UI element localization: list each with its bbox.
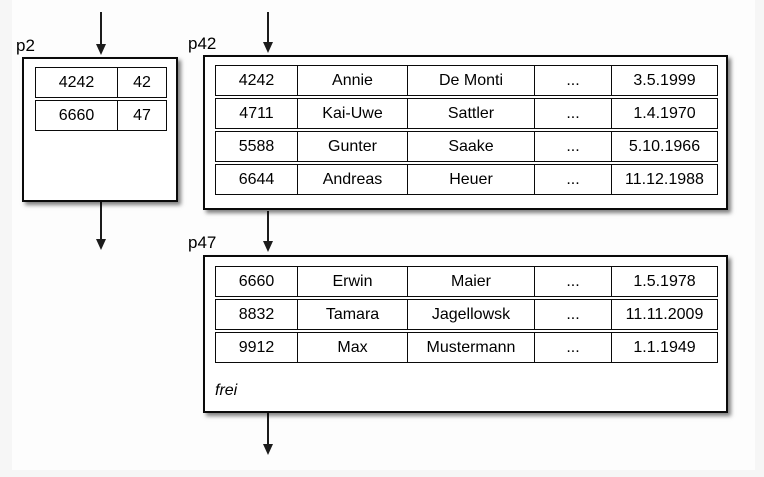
id-cell: 4242 bbox=[216, 66, 298, 95]
canvas-edge-left bbox=[0, 0, 12, 477]
date-cell: 1.1.1949 bbox=[633, 338, 696, 356]
pointer-cell: 42 bbox=[133, 73, 151, 91]
arrow-out-of-p2 bbox=[95, 202, 106, 250]
arrowhead-down-icon bbox=[95, 44, 106, 55]
pointer-cell: 47 bbox=[133, 106, 151, 124]
record-table-p47: 6660 Erwin Maier ... 1.5.1978 8832 Tamar… bbox=[215, 266, 718, 365]
index-row: 4242 42 bbox=[35, 67, 167, 98]
firstname-cell: Kai-Uwe bbox=[298, 99, 408, 128]
arrow-p42-to-p47 bbox=[262, 211, 273, 252]
arrow-out-of-p47 bbox=[262, 413, 273, 455]
page-label-p47: p47 bbox=[188, 233, 217, 252]
key-cell: 4242 bbox=[36, 68, 118, 97]
id-cell: 5588 bbox=[216, 132, 298, 161]
lastname-cell: Heuer bbox=[408, 165, 535, 194]
record-row: 9912 Max Mustermann ... 1.1.1949 bbox=[215, 332, 718, 363]
canvas-edge-right bbox=[755, 0, 764, 477]
arrow-into-p2 bbox=[95, 12, 106, 55]
arrow-shaft bbox=[99, 12, 102, 44]
ellipsis-cell: ... bbox=[535, 165, 612, 194]
firstname-cell: Annie bbox=[298, 66, 408, 95]
key-cell: 6660 bbox=[36, 101, 118, 130]
arrow-shaft bbox=[266, 413, 269, 444]
ellipsis-cell: ... bbox=[535, 66, 612, 95]
id-cell: 6644 bbox=[216, 165, 298, 194]
record-row: 5588 Gunter Saake ... 5.10.1966 bbox=[215, 131, 718, 162]
canvas-edge-bottom bbox=[0, 470, 764, 477]
ellipsis-cell: ... bbox=[535, 300, 612, 329]
arrowhead-down-icon bbox=[262, 444, 273, 455]
page-box-p2: 4242 42 6660 47 bbox=[22, 57, 178, 202]
lastname-cell: Sattler bbox=[408, 99, 535, 128]
date-cell: 5.10.1966 bbox=[628, 137, 701, 155]
id-cell: 8832 bbox=[216, 300, 298, 329]
id-cell: 9912 bbox=[216, 333, 298, 362]
record-row: 4711 Kai-Uwe Sattler ... 1.4.1970 bbox=[215, 98, 718, 129]
date-cell: 11.12.1988 bbox=[625, 170, 704, 188]
page-label-p42: p42 bbox=[188, 34, 217, 53]
firstname-cell: Tamara bbox=[298, 300, 408, 329]
arrow-shaft bbox=[266, 211, 269, 241]
date-cell: 1.5.1978 bbox=[633, 272, 696, 290]
record-row: 6644 Andreas Heuer ... 11.12.1988 bbox=[215, 164, 718, 195]
record-table-p42: 4242 Annie De Monti ... 3.5.1999 4711 Ka… bbox=[215, 65, 718, 197]
arrow-into-p42 bbox=[262, 12, 273, 53]
page-box-p47: 6660 Erwin Maier ... 1.5.1978 8832 Tamar… bbox=[203, 255, 728, 413]
lastname-cell: Saake bbox=[408, 132, 535, 161]
lastname-cell: De Monti bbox=[408, 66, 535, 95]
ellipsis-cell: ... bbox=[535, 99, 612, 128]
arrow-shaft bbox=[266, 12, 269, 42]
index-table-p2: 4242 42 6660 47 bbox=[35, 67, 167, 133]
lastname-cell: Jagellowsk bbox=[408, 300, 535, 329]
ellipsis-cell: ... bbox=[535, 267, 612, 296]
firstname-cell: Andreas bbox=[298, 165, 408, 194]
index-row: 6660 47 bbox=[35, 100, 167, 131]
id-cell: 6660 bbox=[216, 267, 298, 296]
arrowhead-down-icon bbox=[262, 42, 273, 53]
date-cell: 11.11.2009 bbox=[625, 305, 704, 323]
arrowhead-down-icon bbox=[262, 241, 273, 252]
lastname-cell: Maier bbox=[408, 267, 535, 296]
page-label-p2: p2 bbox=[16, 36, 35, 55]
firstname-cell: Max bbox=[298, 333, 408, 362]
firstname-cell: Erwin bbox=[298, 267, 408, 296]
arrow-shaft bbox=[99, 202, 102, 239]
record-row: 4242 Annie De Monti ... 3.5.1999 bbox=[215, 65, 718, 96]
ellipsis-cell: ... bbox=[535, 132, 612, 161]
arrowhead-down-icon bbox=[95, 239, 106, 250]
page-box-p42: 4242 Annie De Monti ... 3.5.1999 4711 Ka… bbox=[203, 55, 728, 210]
free-space-label: frei bbox=[215, 382, 238, 399]
lastname-cell: Mustermann bbox=[408, 333, 535, 362]
record-row: 8832 Tamara Jagellowsk ... 11.11.2009 bbox=[215, 299, 718, 330]
date-cell: 3.5.1999 bbox=[633, 71, 696, 89]
record-row: 6660 Erwin Maier ... 1.5.1978 bbox=[215, 266, 718, 297]
firstname-cell: Gunter bbox=[298, 132, 408, 161]
id-cell: 4711 bbox=[216, 99, 298, 128]
date-cell: 1.4.1970 bbox=[633, 104, 696, 122]
ellipsis-cell: ... bbox=[535, 333, 612, 362]
